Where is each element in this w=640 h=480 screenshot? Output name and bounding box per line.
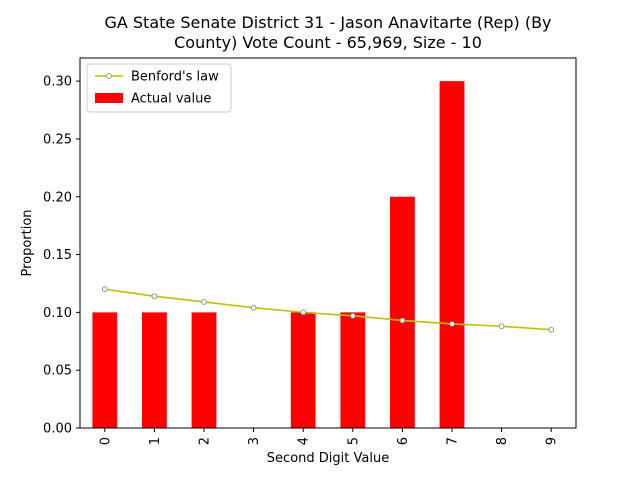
benford-point-7: [449, 321, 455, 327]
legend-bar-swatch: [95, 93, 123, 103]
x-tick-label: 8: [495, 437, 510, 445]
x-tick-label: 6: [396, 437, 411, 445]
benford-point-5: [349, 312, 356, 319]
bar-6: [390, 196, 415, 428]
y-axis-label: Proportion: [20, 209, 35, 276]
y-tick-label: 0.15: [43, 248, 72, 263]
chart-title-line: GA State Senate District 31 - Jason Anav…: [104, 13, 551, 32]
legend: Benford's law Actual value: [86, 63, 232, 113]
y-tick-label: 0.05: [43, 364, 72, 379]
line-series-benfords-law: [101, 286, 555, 333]
x-tick-label: 1: [148, 437, 163, 445]
bar-7: [439, 81, 465, 428]
y-tick-label: 0.10: [43, 306, 72, 321]
plot-frame: [79, 57, 577, 429]
benford-point-6: [399, 317, 406, 324]
x-tick-label: 2: [198, 437, 213, 445]
plot-area: 0.00 0.05 0.10 0.15 0.20 0.25 0.30 0 1 2 3 4 5 6 7 8 9: [43, 57, 577, 445]
x-axis-ticks: 0 1 2 3 4 5 6 7 8 9: [98, 428, 560, 445]
x-tick-label: 0: [98, 437, 113, 445]
bar-4: [290, 312, 316, 428]
benford-point-3: [250, 304, 257, 311]
bar-2: [191, 312, 217, 428]
legend-label-benfords-law: Benford's law: [131, 70, 219, 85]
benford-point-9: [548, 326, 555, 333]
chart-title-line: County) Vote Count - 65,969, Size - 10: [174, 33, 482, 52]
x-tick-label: 3: [247, 437, 262, 445]
x-tick-label: 7: [446, 437, 461, 445]
y-tick-label: 0.00: [43, 422, 72, 437]
bar-series-actual-value: [92, 81, 465, 428]
legend-label-actual-value: Actual value: [131, 92, 211, 107]
y-tick-label: 0.25: [43, 132, 72, 147]
x-tick-label: 9: [545, 437, 560, 445]
benford-point-8: [498, 323, 505, 330]
x-axis-label: Second Digit Value: [267, 451, 389, 466]
benford-point-1: [151, 293, 158, 300]
benford-line: [104, 288, 552, 331]
benford-point-2: [201, 299, 207, 305]
benford-point-0: [101, 286, 108, 293]
bar-0: [92, 312, 118, 428]
legend-marker-swatch: [106, 73, 112, 79]
chart-title: GA State Senate District 31 - Jason Anav…: [104, 13, 551, 52]
y-tick-label: 0.30: [43, 75, 72, 90]
axes: [79, 57, 577, 429]
x-tick-label: 4: [297, 437, 312, 445]
y-axis-ticks: 0.00 0.05 0.10 0.15 0.20 0.25 0.30: [43, 75, 80, 437]
x-tick-label: 5: [346, 437, 361, 445]
bar-1: [142, 312, 167, 428]
benford-point-4: [300, 309, 307, 316]
y-tick-label: 0.20: [43, 190, 72, 205]
bar-5: [340, 312, 366, 428]
